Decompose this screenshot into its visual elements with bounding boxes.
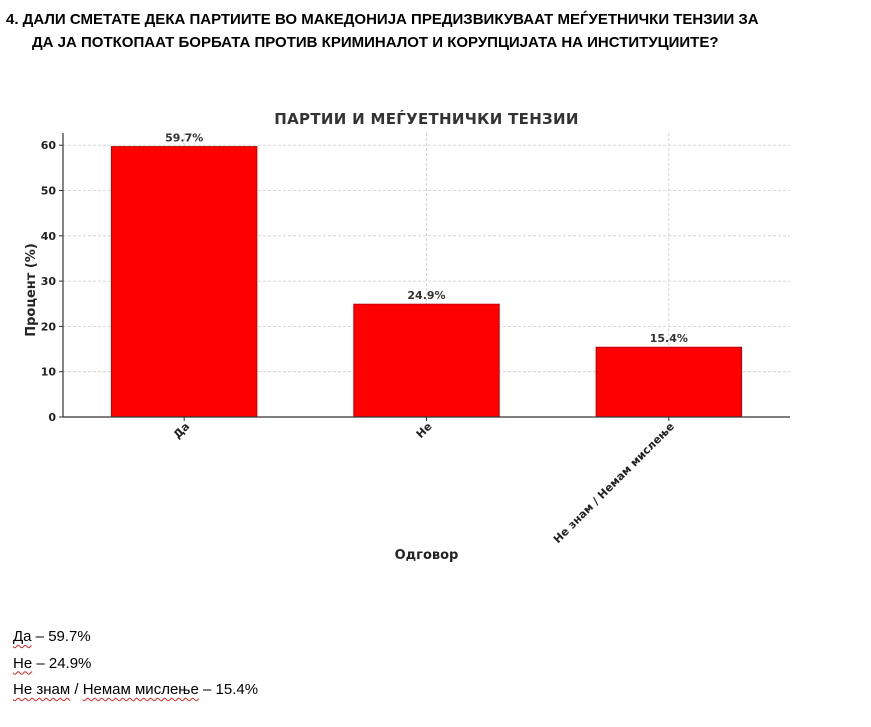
answer-label-no-opinion: Немам мислење <box>82 681 199 698</box>
y-tick-label: 30 <box>41 275 57 288</box>
y-tick-label: 60 <box>41 139 57 152</box>
bars <box>110 146 743 418</box>
y-tick-label: 0 <box>48 411 56 424</box>
bar <box>595 346 743 418</box>
question-heading: 4. ДАЛИ СМЕТАТЕ ДЕКА ПАРТИИТЕ ВО МАКЕДОН… <box>6 8 866 54</box>
answer-label-dont-know: Не знам <box>13 681 71 698</box>
axes <box>59 133 790 421</box>
bar-value-label: 59.7% <box>165 132 203 145</box>
answers-list: Да – 59.7% Не – 24.9% Не знам / Немам ми… <box>13 624 258 704</box>
question-line-2: ДА ЈА ПОТКОПААТ БОРБАТА ПРОТИВ КРИМИНАЛО… <box>32 34 719 51</box>
answer-row-no: Не – 24.9% <box>13 651 258 678</box>
question-line-1: 4. ДАЛИ СМЕТАТЕ ДЕКА ПАРТИИТЕ ВО МАКЕДОН… <box>6 11 759 28</box>
y-tick-label: 50 <box>41 185 57 198</box>
answer-separator: / <box>70 681 83 698</box>
bar-value-label: 24.9% <box>407 289 445 302</box>
y-tick-label: 10 <box>41 366 57 379</box>
bar-chart: 0 10 20 30 40 50 60 59.7% 24.9% 15.4% Да Не Не знам … <box>24 109 790 563</box>
answer-row-dont-know: Не знам / Немам мислење – 15.4% <box>13 677 258 704</box>
answer-label-no: Не <box>13 654 33 672</box>
y-tick-label: 20 <box>41 320 57 333</box>
answer-value-dont-know: – 15.4% <box>198 681 259 698</box>
answer-row-yes: Да – 59.7% <box>13 624 258 651</box>
answer-label-yes: Да <box>13 628 32 645</box>
bar <box>110 146 258 418</box>
bar-value-label: 15.4% <box>650 332 688 345</box>
answer-value-yes: – 59.7% <box>31 628 91 645</box>
x-tick-label: Да <box>171 420 192 441</box>
chart-title: ПАРТИИ И МЕЃУЕТНИЧКИ ТЕНЗИИ <box>274 109 578 128</box>
bar <box>353 303 500 418</box>
x-tick-label: Не <box>414 420 435 441</box>
x-tick-label: Не знам / Немам мислење <box>551 420 677 546</box>
y-axis-label: Процент (%) <box>24 243 39 337</box>
y-tick-label: 40 <box>41 230 57 243</box>
answer-value-no: – 24.9% <box>32 654 92 672</box>
x-axis-label: Одговор <box>395 548 459 563</box>
